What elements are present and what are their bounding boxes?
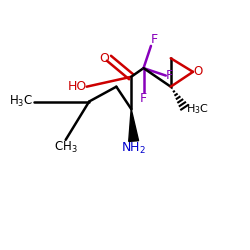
- Text: F: F: [166, 69, 173, 82]
- Text: F: F: [151, 33, 158, 46]
- Text: F: F: [140, 92, 147, 104]
- Text: H$_3$C: H$_3$C: [186, 102, 208, 116]
- Polygon shape: [129, 109, 138, 142]
- Text: HO: HO: [68, 80, 87, 93]
- Text: CH$_3$: CH$_3$: [54, 140, 78, 155]
- Text: O: O: [193, 65, 202, 78]
- Text: O: O: [99, 52, 109, 65]
- Text: H$_3$C: H$_3$C: [10, 94, 34, 109]
- Text: NH$_2$: NH$_2$: [121, 141, 146, 156]
